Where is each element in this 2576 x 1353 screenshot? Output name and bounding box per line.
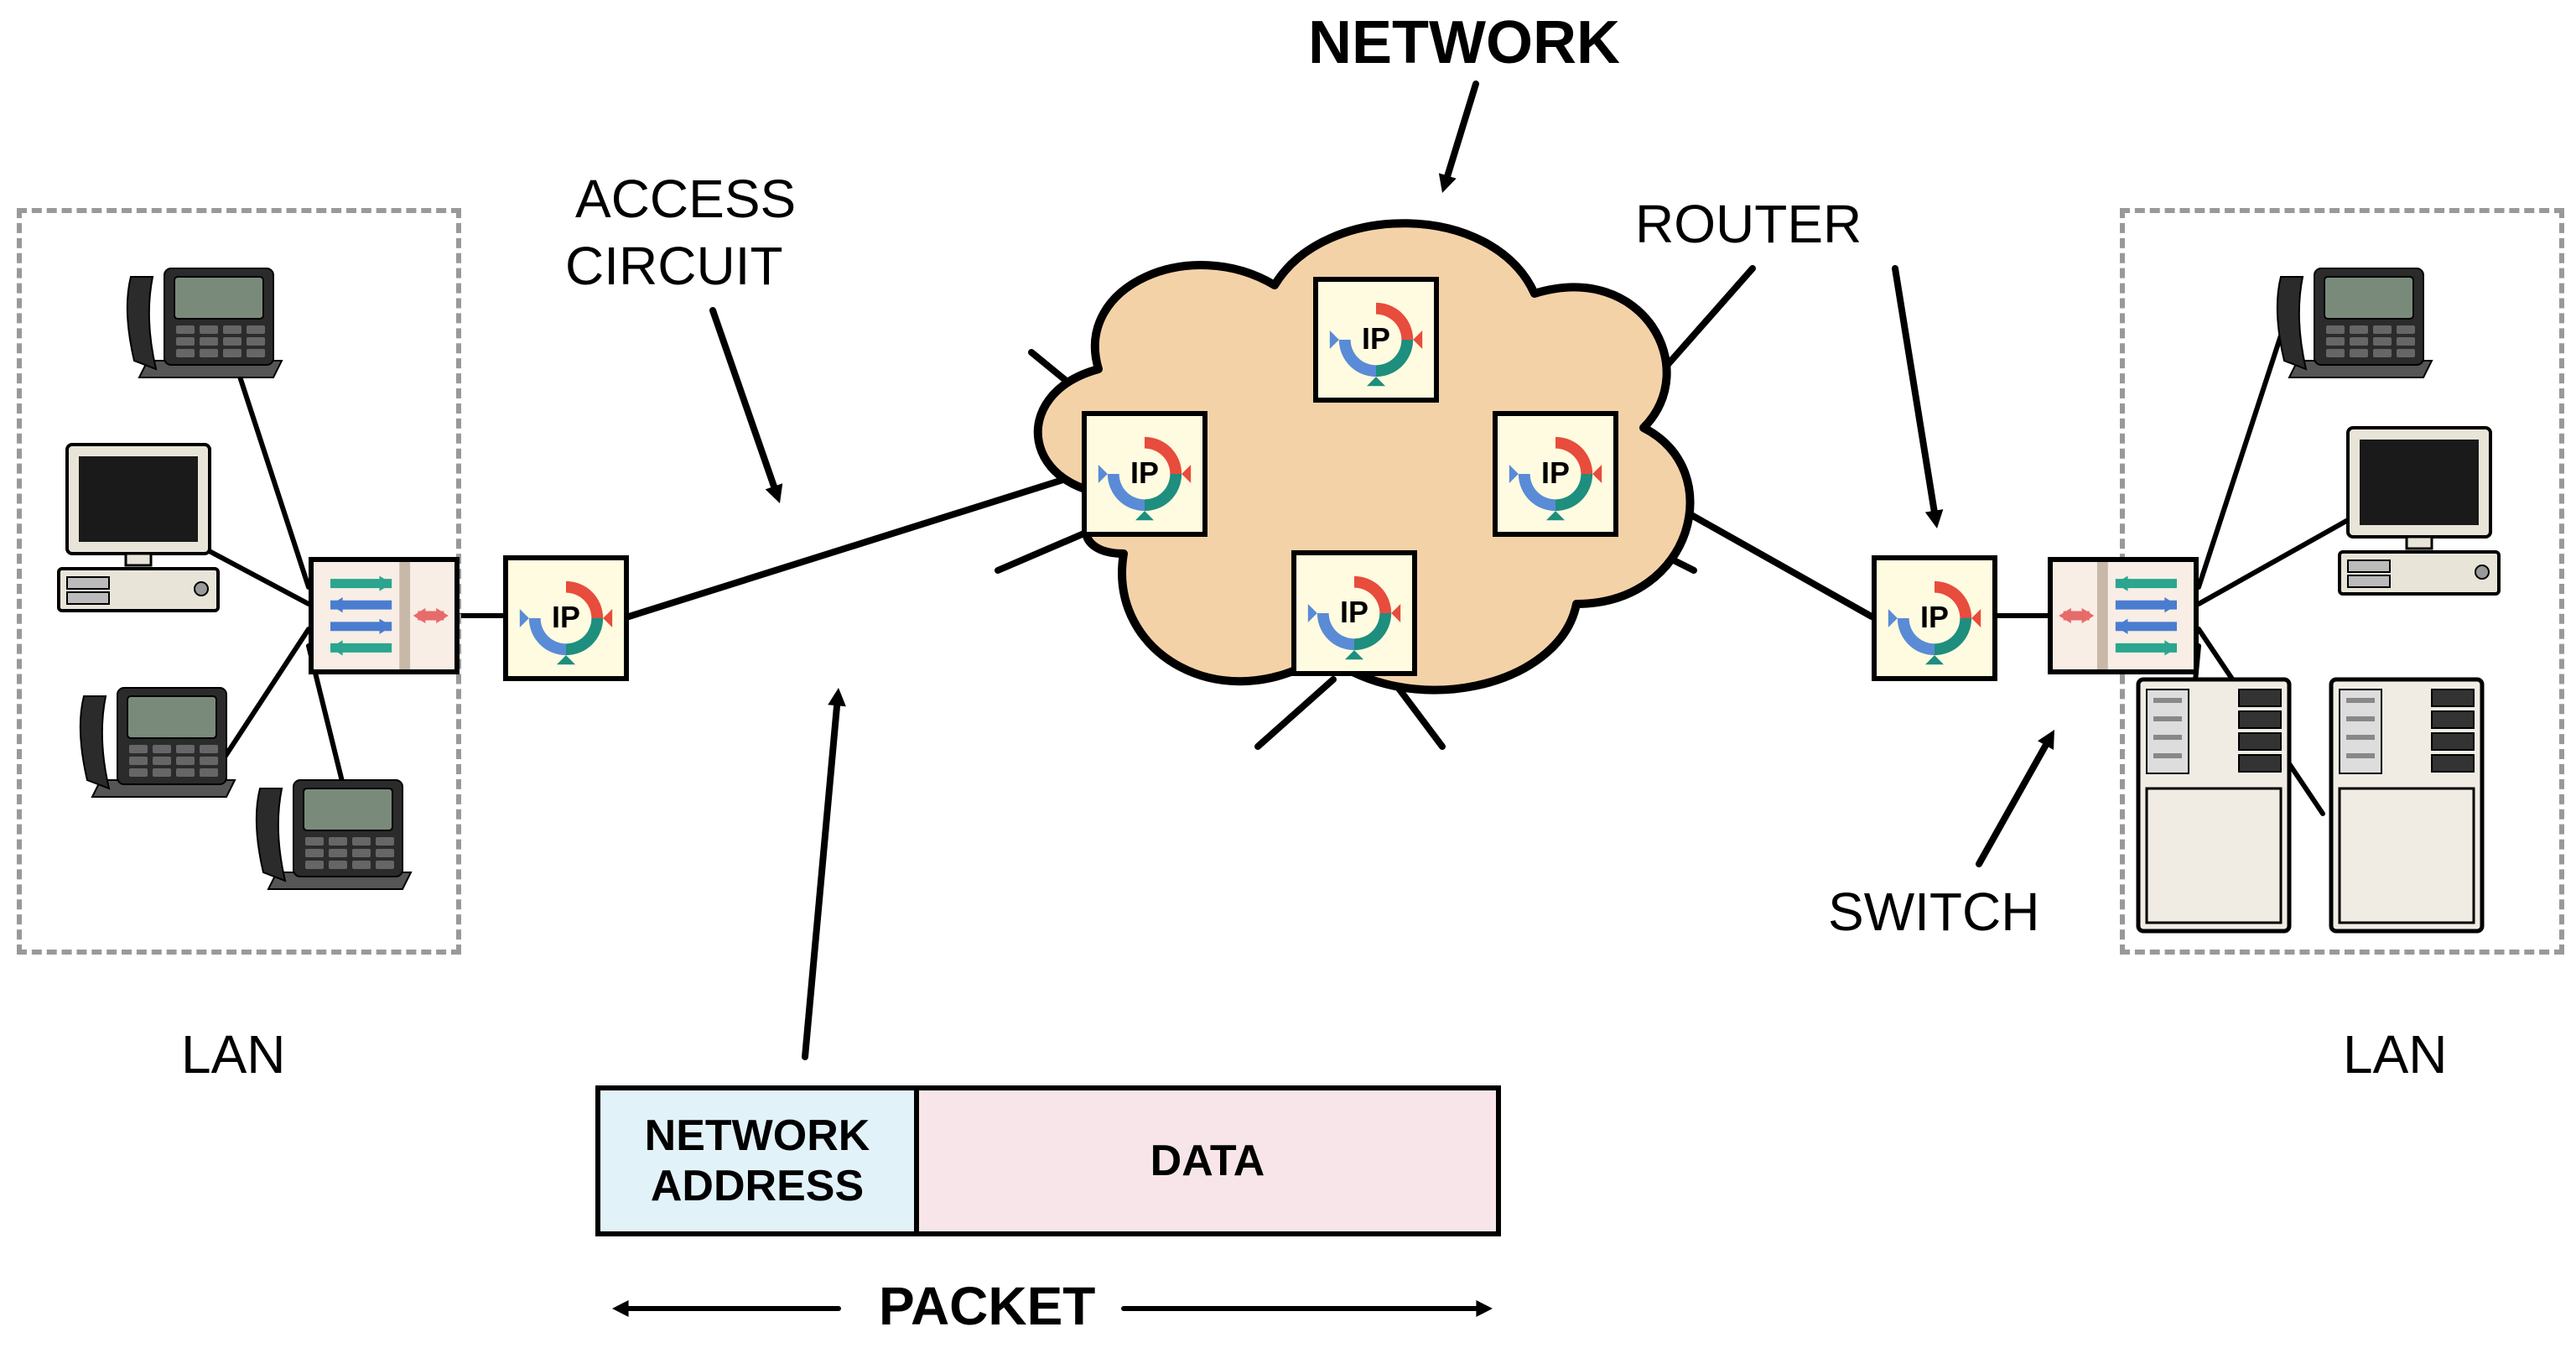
svg-text:IP: IP: [1130, 456, 1159, 490]
label-lan_left: LAN: [181, 1023, 286, 1085]
label-access_circuit1: ACCESS: [575, 168, 796, 230]
pc-icon-left-1: [42, 436, 235, 629]
packet-structure: NETWORKADDRESS DATA: [595, 1085, 1501, 1236]
switch-left: [309, 557, 460, 674]
label-lan_right: LAN: [2343, 1023, 2448, 1085]
svg-text:IP: IP: [1541, 456, 1570, 490]
svg-text:IP: IP: [1920, 601, 1949, 634]
diagram-stage: IPIPIPIPIPIPNETWORKADDRESSDATANETWORKACC…: [0, 0, 2576, 1353]
router-cloud_right: IP: [1493, 411, 1618, 537]
svg-text:IP: IP: [552, 601, 580, 634]
label-network: NETWORK: [1308, 8, 1620, 77]
packet-data-label: DATA: [1150, 1136, 1265, 1186]
label-access_circuit2: CIRCUIT: [565, 235, 783, 297]
pc-icon-right-1: [2323, 419, 2516, 612]
svg-text:IP: IP: [1340, 596, 1368, 629]
phone-icon-left-2: [67, 663, 252, 814]
phone-icon-right-0: [2264, 243, 2449, 394]
router-cloud_left: IP: [1082, 411, 1208, 537]
server-icon-right-3: [2323, 671, 2490, 939]
packet-header-label-1: NETWORK: [645, 1111, 870, 1161]
svg-text:IP: IP: [1362, 322, 1390, 356]
router-cloud_bot: IP: [1291, 550, 1417, 676]
router-cloud_top: IP: [1313, 277, 1439, 403]
switch-right: [2048, 557, 2199, 674]
label-router: ROUTER: [1635, 193, 1862, 255]
phone-icon-left-3: [243, 755, 428, 906]
label-switch: SWITCH: [1828, 881, 2039, 943]
packet-header-label-2: ADDRESS: [651, 1161, 864, 1211]
router-edge_right: IP: [1872, 555, 1997, 681]
label-packet: PACKET: [879, 1275, 1095, 1337]
router-edge_left: IP: [503, 555, 629, 681]
server-icon-right-2: [2130, 671, 2298, 939]
phone-icon-left-0: [114, 243, 299, 394]
